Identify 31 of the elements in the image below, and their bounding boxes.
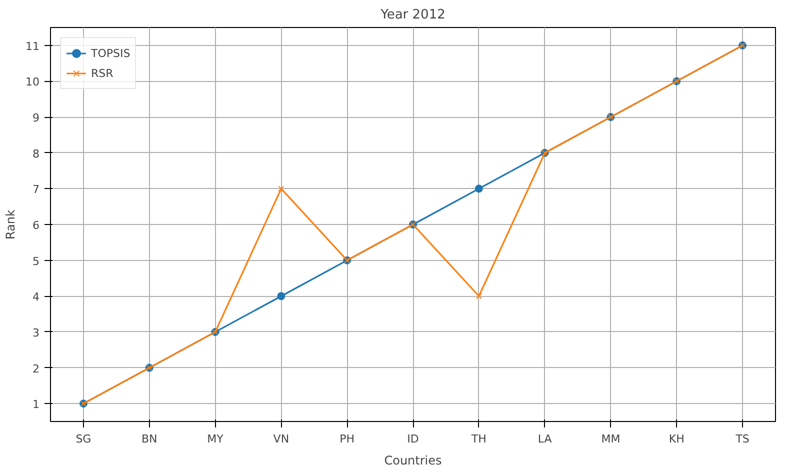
y-tick-label: 6 <box>32 219 40 232</box>
y-tick-label: 8 <box>32 147 40 160</box>
x-tick-label: MM <box>601 432 620 446</box>
chart-title: Year 2012 <box>380 8 446 22</box>
x-tick-label: BN <box>141 432 158 446</box>
x-tick-label: PH <box>340 432 355 446</box>
x-tick-label: MY <box>207 432 224 446</box>
y-tick-label: 1 <box>32 398 40 412</box>
point <box>278 186 284 192</box>
y-tick-label: 10 <box>26 76 40 89</box>
x-tick-label: TH <box>470 432 486 446</box>
x-tick-label: TS <box>734 432 750 446</box>
y-tick-label: 2 <box>32 362 40 376</box>
x-axis-title: Countries <box>384 454 442 468</box>
y-tick-label: 3 <box>32 326 40 340</box>
legend-label: RSR <box>91 66 114 80</box>
x-tick-label: KH <box>668 432 684 446</box>
y-tick-label: 4 <box>32 290 40 304</box>
legend-label: TOPSIS <box>91 46 130 60</box>
y-tick-label: 7 <box>32 183 40 196</box>
y-tick-label: 5 <box>32 254 40 268</box>
point <box>277 292 286 300</box>
point <box>474 184 483 193</box>
y-tick-label: 11 <box>26 40 40 53</box>
y-axis-title: Rank <box>4 209 18 240</box>
x-tick-label: SG <box>76 432 92 446</box>
y-tick-label: 9 <box>32 112 40 125</box>
point <box>476 293 482 300</box>
x-tick-label: VN <box>273 432 290 446</box>
x-tick-label: ID <box>407 432 419 446</box>
x-tick-label: LA <box>538 432 552 446</box>
